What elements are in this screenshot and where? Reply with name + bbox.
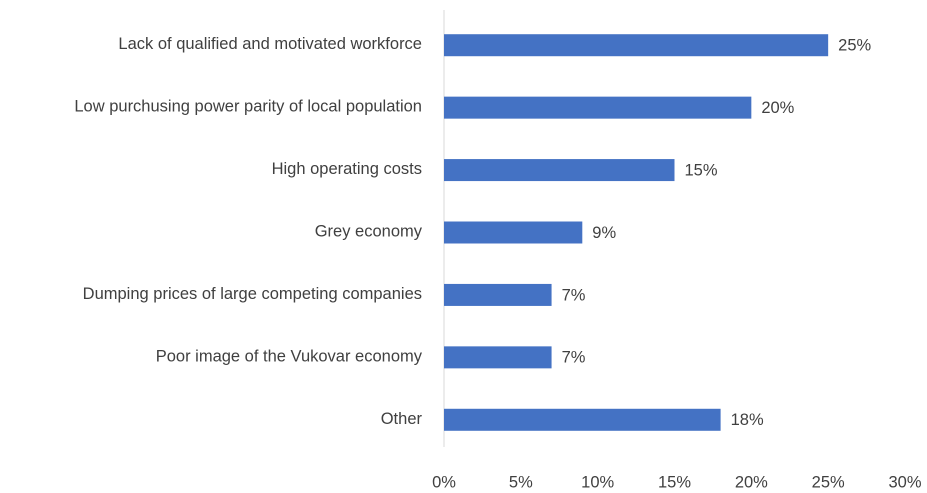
data-label: 9% bbox=[592, 224, 616, 242]
data-label: 20% bbox=[761, 99, 794, 117]
data-label: 7% bbox=[562, 349, 586, 367]
data-label: 7% bbox=[562, 286, 586, 304]
bar bbox=[444, 346, 552, 369]
x-tick-label: 5% bbox=[509, 473, 533, 491]
x-tick-label: 15% bbox=[658, 473, 691, 491]
bar bbox=[444, 34, 829, 57]
y-tick-label: High operating costs bbox=[272, 160, 422, 178]
bar bbox=[444, 159, 675, 182]
x-tick-label: 30% bbox=[888, 473, 921, 491]
bar bbox=[444, 96, 752, 119]
y-tick-label: Poor image of the Vukovar economy bbox=[156, 348, 423, 366]
y-tick-label: Lack of qualified and motivated workforc… bbox=[118, 36, 422, 54]
data-label: 15% bbox=[685, 161, 718, 179]
bar bbox=[444, 408, 721, 431]
x-tick-label: 0% bbox=[432, 473, 456, 491]
y-tick-label: Other bbox=[381, 410, 423, 428]
bar bbox=[444, 221, 583, 244]
y-tick-label: Low purchusing power parity of local pop… bbox=[74, 98, 422, 116]
x-tick-label: 20% bbox=[735, 473, 768, 491]
bar bbox=[444, 283, 552, 306]
x-tick-label: 10% bbox=[581, 473, 614, 491]
y-tick-label: Dumping prices of large competing compan… bbox=[83, 285, 422, 303]
data-label: 18% bbox=[731, 411, 764, 429]
y-tick-label: Grey economy bbox=[315, 223, 423, 241]
data-label: 25% bbox=[838, 37, 871, 55]
x-tick-label: 25% bbox=[812, 473, 845, 491]
